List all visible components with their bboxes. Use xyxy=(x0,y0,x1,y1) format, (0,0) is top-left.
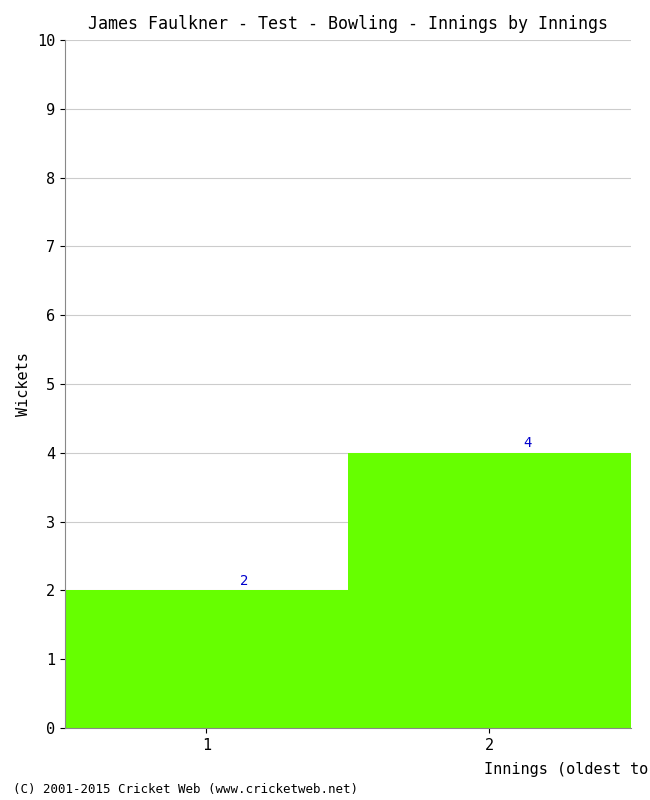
Text: (C) 2001-2015 Cricket Web (www.cricketweb.net): (C) 2001-2015 Cricket Web (www.cricketwe… xyxy=(13,783,358,796)
Title: James Faulkner - Test - Bowling - Innings by Innings: James Faulkner - Test - Bowling - Inning… xyxy=(88,15,608,33)
Bar xyxy=(65,590,348,728)
Text: 2: 2 xyxy=(240,574,249,588)
X-axis label: Innings (oldest to newest): Innings (oldest to newest) xyxy=(484,762,650,778)
Text: 4: 4 xyxy=(523,436,532,450)
Bar xyxy=(348,453,630,728)
Y-axis label: Wickets: Wickets xyxy=(16,352,31,416)
